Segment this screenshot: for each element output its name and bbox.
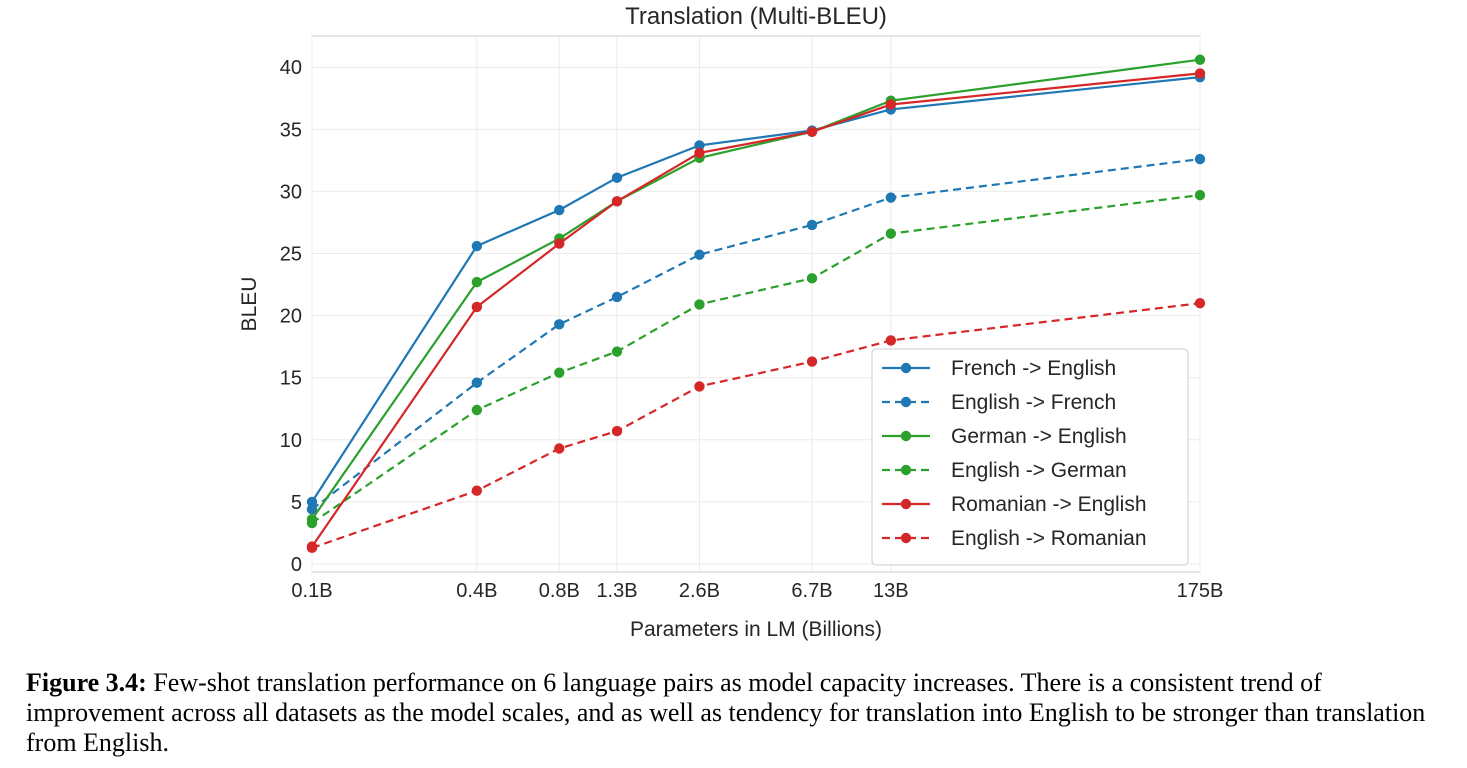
- data-point: [554, 204, 565, 216]
- data-point: [306, 517, 318, 529]
- legend-marker: [900, 362, 912, 374]
- data-point: [885, 228, 897, 239]
- legend-item: English -> German: [882, 459, 1127, 482]
- data-point: [554, 443, 565, 454]
- x-tick-label: 1.3B: [596, 580, 637, 602]
- data-point: [806, 219, 818, 231]
- series-1: [306, 153, 1206, 515]
- series-line: [311, 76, 1201, 503]
- legend-label: Romanian -> English: [951, 493, 1147, 516]
- data-point: [885, 99, 897, 110]
- series-0: [306, 71, 1206, 508]
- legend-label: German -> English: [951, 425, 1127, 448]
- data-point: [1194, 54, 1206, 65]
- legend-item: English -> Romanian: [882, 527, 1147, 550]
- translation-chart: Translation (Multi-BLEU) 0 5 10 15 20 25 30 35 4…: [238, 3, 1223, 641]
- data-point: [806, 126, 818, 137]
- x-tick-label: 2.6B: [679, 580, 720, 602]
- chart-title: Translation (Multi-BLEU): [625, 3, 887, 30]
- data-point: [611, 291, 623, 303]
- figure-caption: Figure 3.4: Few-shot translation perform…: [26, 668, 1456, 758]
- data-point: [306, 542, 318, 554]
- y-axis-ticks: 0 5 10 15 20 25 30 35 40: [280, 57, 302, 576]
- data-point: [611, 172, 623, 183]
- x-tick-label: 0.8B: [539, 580, 580, 602]
- data-point: [694, 299, 705, 310]
- series-3: [306, 189, 1206, 529]
- legend-marker: [900, 532, 912, 544]
- series-line: [311, 302, 1201, 549]
- data-point: [694, 249, 705, 260]
- data-point: [471, 485, 483, 496]
- data-point: [694, 140, 705, 151]
- caption-text: Few-shot translation performance on 6 la…: [26, 668, 1426, 757]
- y-tick-label: 30: [280, 181, 302, 203]
- y-tick-label: 35: [280, 119, 302, 141]
- x-tick-label: 13B: [873, 580, 909, 602]
- data-point: [1194, 297, 1206, 309]
- legend-marker: [900, 498, 912, 510]
- legend-box: [871, 348, 1189, 566]
- legend-marker: [900, 430, 912, 442]
- data-point: [306, 504, 318, 515]
- y-tick-label: 5: [291, 492, 302, 514]
- caption-label: Figure 3.4:: [26, 668, 147, 697]
- series-line: [311, 72, 1201, 548]
- x-tick-label: 175B: [1177, 580, 1224, 602]
- data-point: [471, 404, 483, 416]
- series-line: [311, 194, 1201, 524]
- data-point: [885, 192, 897, 203]
- series-group: [306, 54, 1206, 554]
- x-tick-label: 0.4B: [456, 580, 497, 602]
- data-point: [611, 346, 623, 357]
- legend-label: English -> Romanian: [951, 527, 1147, 550]
- data-point: [554, 238, 565, 249]
- legend-item: Romanian -> English: [882, 493, 1147, 516]
- data-point: [306, 496, 318, 508]
- data-point: [554, 319, 565, 330]
- data-point: [611, 196, 623, 207]
- y-tick-label: 25: [280, 244, 302, 266]
- y-tick-label: 10: [280, 430, 302, 452]
- legend-marker: [900, 464, 912, 476]
- data-point: [611, 425, 623, 437]
- y-tick-label: 40: [280, 57, 302, 79]
- legend-item: French -> English: [882, 357, 1116, 380]
- x-tick-label: 6.7B: [791, 580, 832, 602]
- data-point: [1194, 153, 1206, 165]
- x-tick-label: 0.1B: [291, 580, 332, 602]
- data-point: [471, 240, 483, 252]
- series-5: [306, 297, 1206, 554]
- legend-label: French -> English: [951, 357, 1116, 380]
- data-point: [694, 147, 705, 159]
- data-point: [806, 356, 818, 367]
- series-line: [311, 58, 1201, 520]
- y-axis-label: BLEU: [238, 277, 261, 332]
- legend-label: English -> German: [951, 459, 1127, 482]
- data-point: [554, 367, 565, 378]
- legend: French -> English English -> French German…: [871, 348, 1189, 566]
- data-point: [1194, 189, 1206, 201]
- y-tick-label: 15: [280, 368, 302, 390]
- data-point: [471, 377, 483, 388]
- legend-item: English -> French: [882, 391, 1116, 414]
- data-point: [806, 273, 818, 284]
- data-point: [885, 335, 897, 346]
- data-point: [471, 276, 483, 288]
- legend-marker: [900, 396, 912, 408]
- y-tick-label: 0: [291, 554, 302, 576]
- x-axis-label: Parameters in LM (Billions): [630, 618, 882, 641]
- y-tick-label: 20: [280, 306, 302, 328]
- series-line: [311, 158, 1201, 511]
- series-4: [306, 68, 1206, 552]
- legend-item: German -> English: [882, 425, 1127, 448]
- legend-label: English -> French: [951, 391, 1116, 414]
- data-point: [471, 301, 483, 313]
- data-point: [694, 381, 705, 392]
- data-point: [1194, 68, 1206, 79]
- x-axis-ticks: 0.1B 0.4B 0.8B 1.3B 2.6B 6.7B 13B 175B: [291, 580, 1223, 602]
